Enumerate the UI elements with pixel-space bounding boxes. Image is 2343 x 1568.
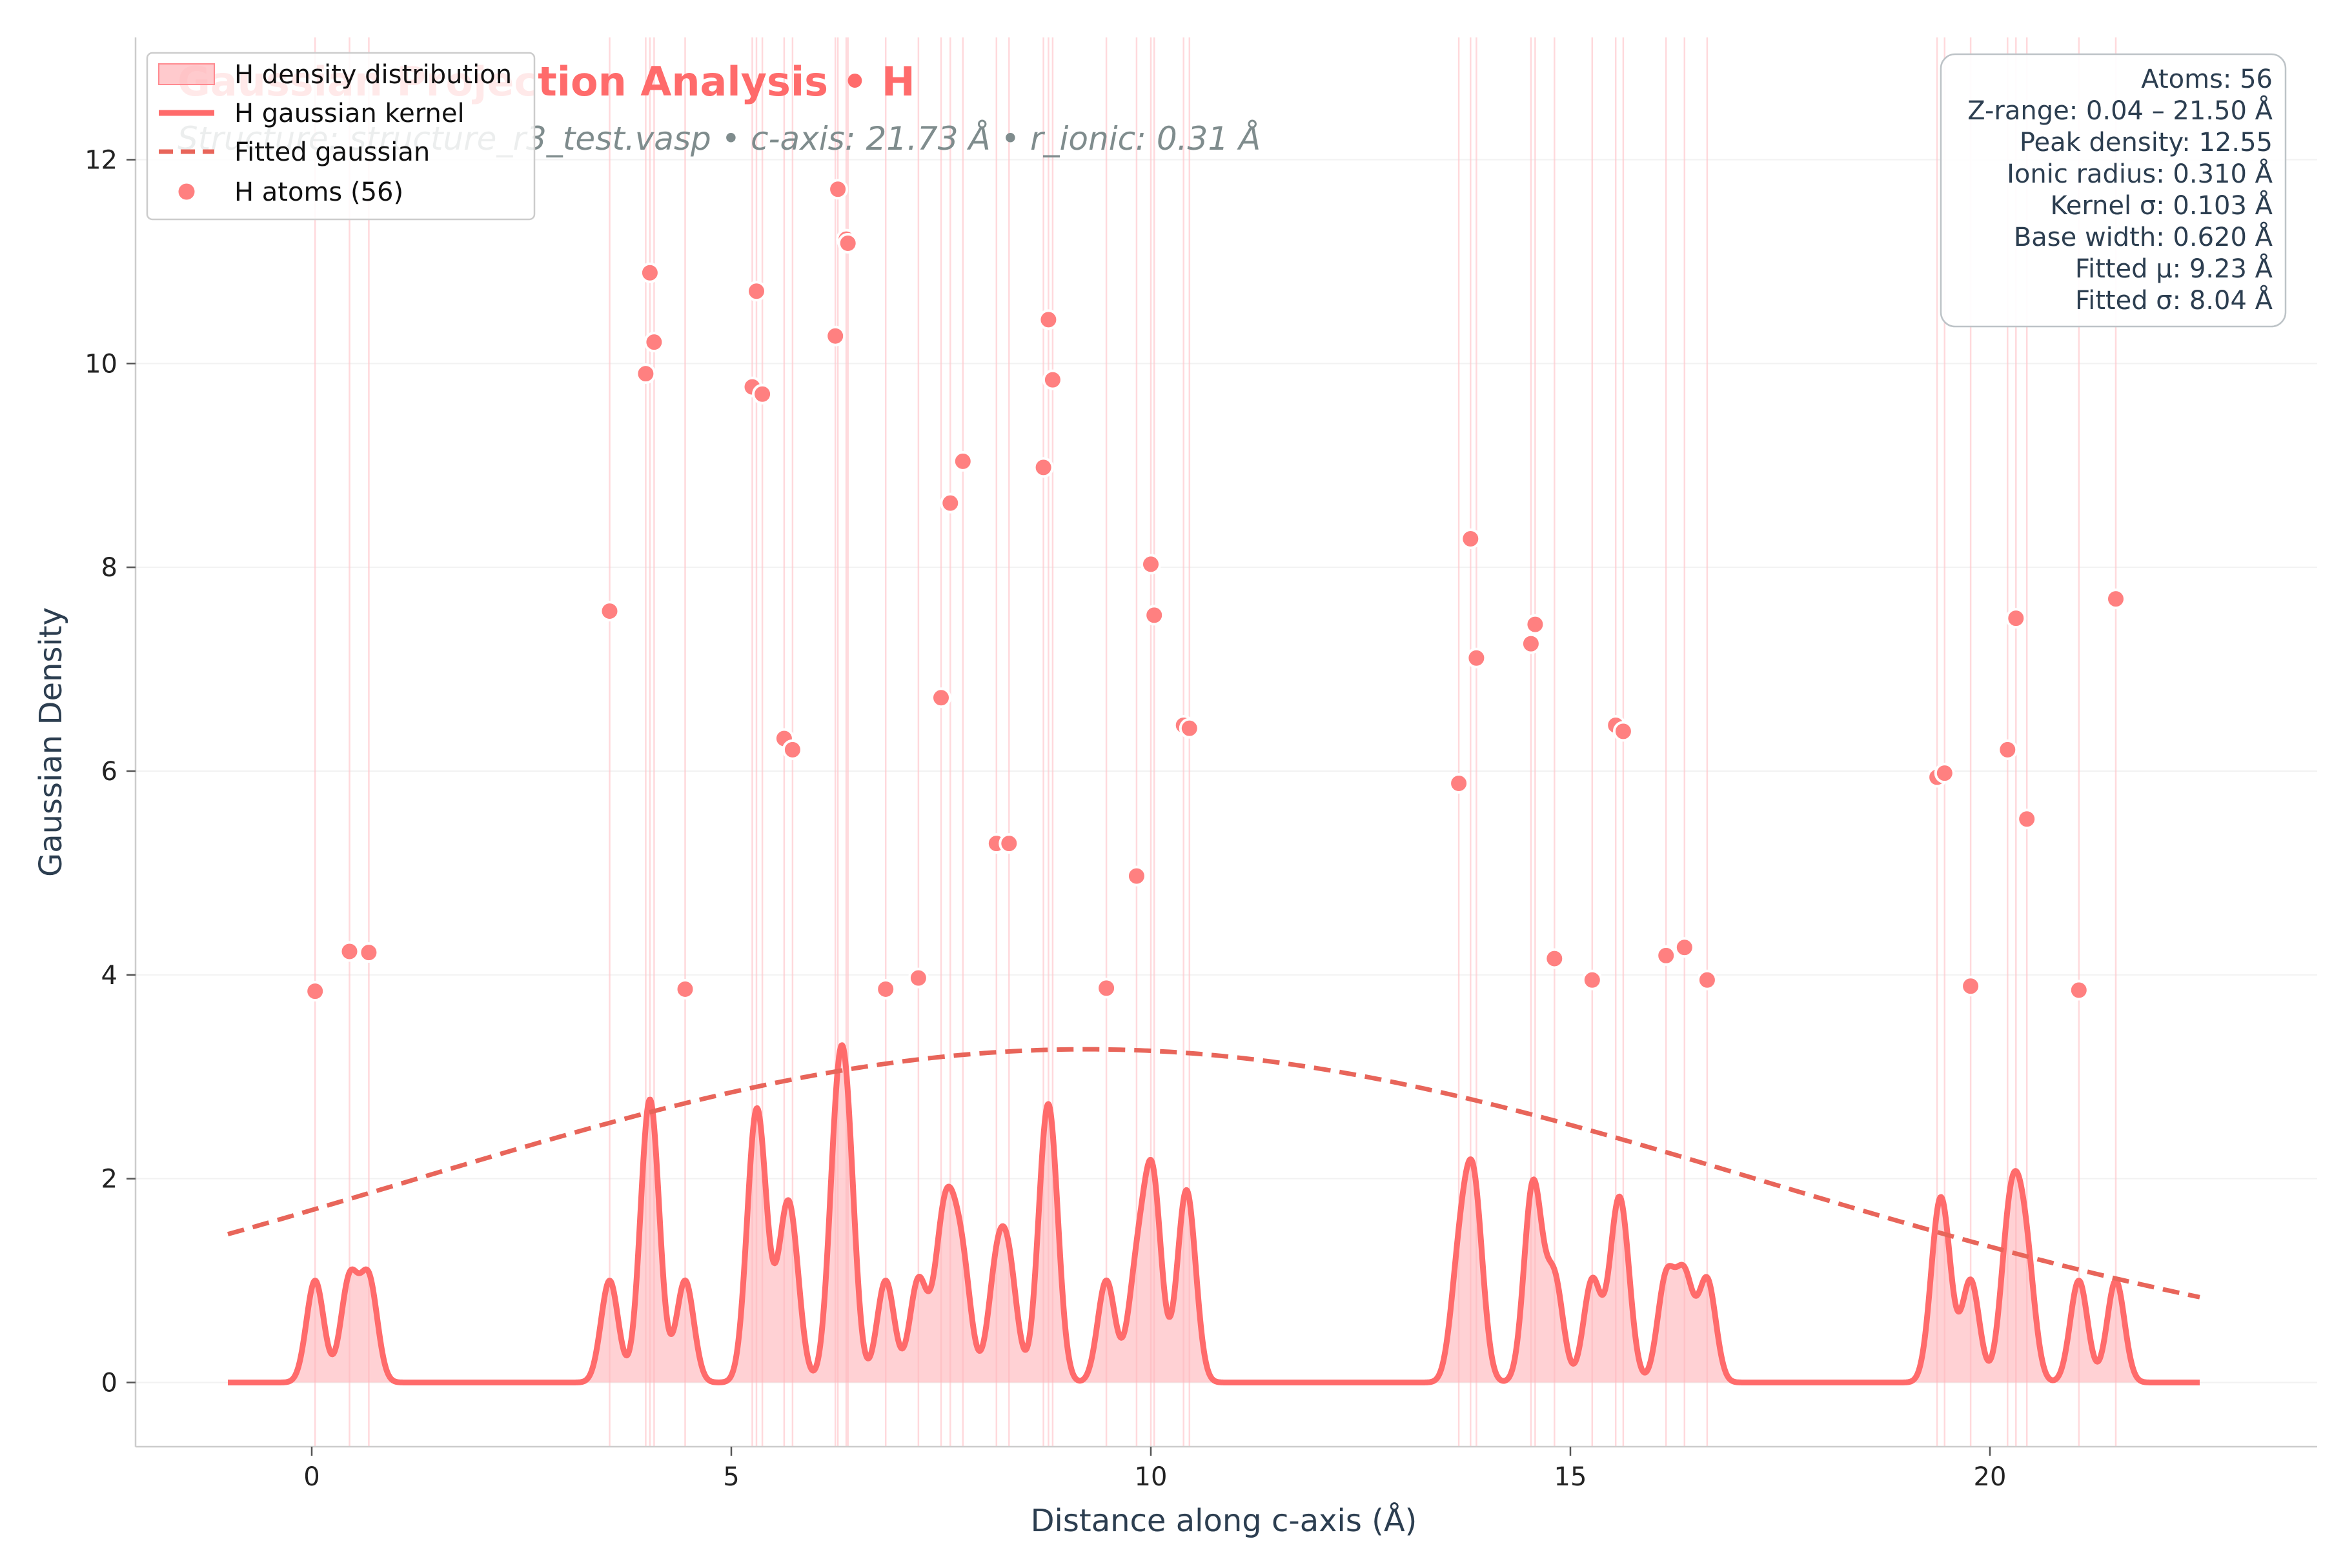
atom-point (837, 232, 858, 254)
legend-frame (146, 52, 536, 221)
stats-box-frame (1940, 53, 2287, 328)
y-axis-label: Gaussian Density (33, 607, 69, 877)
atom-point (827, 179, 849, 200)
y-tick-label: 10 (85, 349, 117, 379)
stats-line: Z-range: 0.04 – 21.50 Å (1967, 95, 2273, 126)
atom-point (305, 981, 326, 1002)
atom-point (782, 739, 803, 760)
atom-point (2016, 809, 2038, 830)
atom-point (644, 332, 665, 353)
atom-point (1042, 369, 1063, 390)
atom-point (825, 325, 846, 347)
atom-point (1520, 633, 1541, 654)
legend-entry: Fitted gaussian (234, 137, 430, 167)
x-tick-label: 15 (1554, 1462, 1587, 1492)
x-tick-label: 10 (1135, 1462, 1168, 1492)
atom-point (1033, 457, 1054, 478)
legend: H density distribution H gaussian kernel F… (146, 52, 536, 221)
stats-line: Ionic radius: 0.310 Å (2007, 158, 2273, 189)
atom-point (2068, 980, 2089, 1001)
stats-line: Atoms: 56 (2141, 65, 2273, 94)
stats-line: Peak density: 12.55 (2020, 128, 2273, 157)
plot-area (225, 179, 2202, 1386)
y-tick-label: 12 (85, 146, 117, 176)
atom-point (1656, 945, 1677, 966)
atom-point (952, 450, 973, 472)
atom-point (1466, 647, 1487, 668)
x-axis-label: Distance along c-axis (Å) (1031, 1502, 1417, 1539)
y-tick-label: 2 (101, 1165, 117, 1194)
x-tick-label: 5 (723, 1462, 739, 1492)
y-tick-label: 6 (101, 757, 117, 787)
atom-point (1096, 978, 1117, 999)
atom-point (1141, 554, 1161, 575)
legend-entry: H atoms (56) (234, 177, 403, 207)
legend-swatch-atoms (176, 181, 197, 202)
stats-line: Fitted σ: 8.04 Å (2075, 285, 2273, 316)
kernel-curve (225, 1042, 2202, 1386)
x-tick-label: 20 (1974, 1462, 2007, 1492)
atom-point (1448, 772, 1470, 794)
atom-point (639, 262, 660, 283)
atom-point (1179, 718, 1200, 739)
atom-point (752, 383, 773, 405)
atom-point (339, 941, 360, 962)
atom-point (599, 601, 620, 622)
atom-point (2105, 588, 2126, 610)
stats-line: Fitted μ: 9.23 Å (2075, 253, 2273, 284)
atom-point (1525, 614, 1546, 635)
stats-line: Base width: 0.620 Å (2014, 221, 2273, 252)
atom-point (635, 363, 656, 385)
atom-point (999, 833, 1020, 854)
atom-point (746, 281, 767, 302)
atom-point (1460, 528, 1481, 549)
atom-point (1544, 948, 1565, 969)
atom-point (1126, 865, 1147, 887)
atom-point (1696, 969, 1718, 990)
atom-point (931, 687, 951, 709)
atom-point (875, 978, 897, 1000)
stats-line: Kernel σ: 0.103 Å (2050, 190, 2273, 221)
atom-point (358, 942, 380, 963)
atom-point (1934, 763, 1955, 784)
atom-point (908, 967, 929, 989)
fitted-gaussian-curve (227, 1047, 2200, 1300)
grid-lines (136, 159, 2317, 1383)
y-tick-label: 0 (101, 1369, 117, 1398)
atom-point (1674, 937, 1695, 958)
legend-swatch-fill (158, 63, 215, 85)
legend-entry: H gaussian kernel (234, 99, 465, 128)
atom-point (1144, 605, 1165, 626)
atom-point (1038, 309, 1059, 330)
atom-point (1997, 739, 2018, 760)
atom-point (1612, 721, 1634, 742)
atom-point (674, 978, 696, 1000)
y-tick-label: 8 (101, 553, 117, 583)
atom-point (1960, 976, 1982, 997)
y-tick-label: 4 (101, 961, 117, 990)
density-fill-area (228, 1045, 2200, 1383)
atom-position-lines (314, 37, 2117, 1447)
atom-point (2005, 608, 2027, 629)
atom-point (1581, 969, 1603, 990)
axes: 0 5 10 15 20 0 2 4 6 8 10 12 (85, 37, 2317, 1492)
x-tick-label: 0 (303, 1462, 320, 1492)
atom-point (940, 492, 961, 514)
legend-entry: H density distribution (234, 60, 512, 90)
